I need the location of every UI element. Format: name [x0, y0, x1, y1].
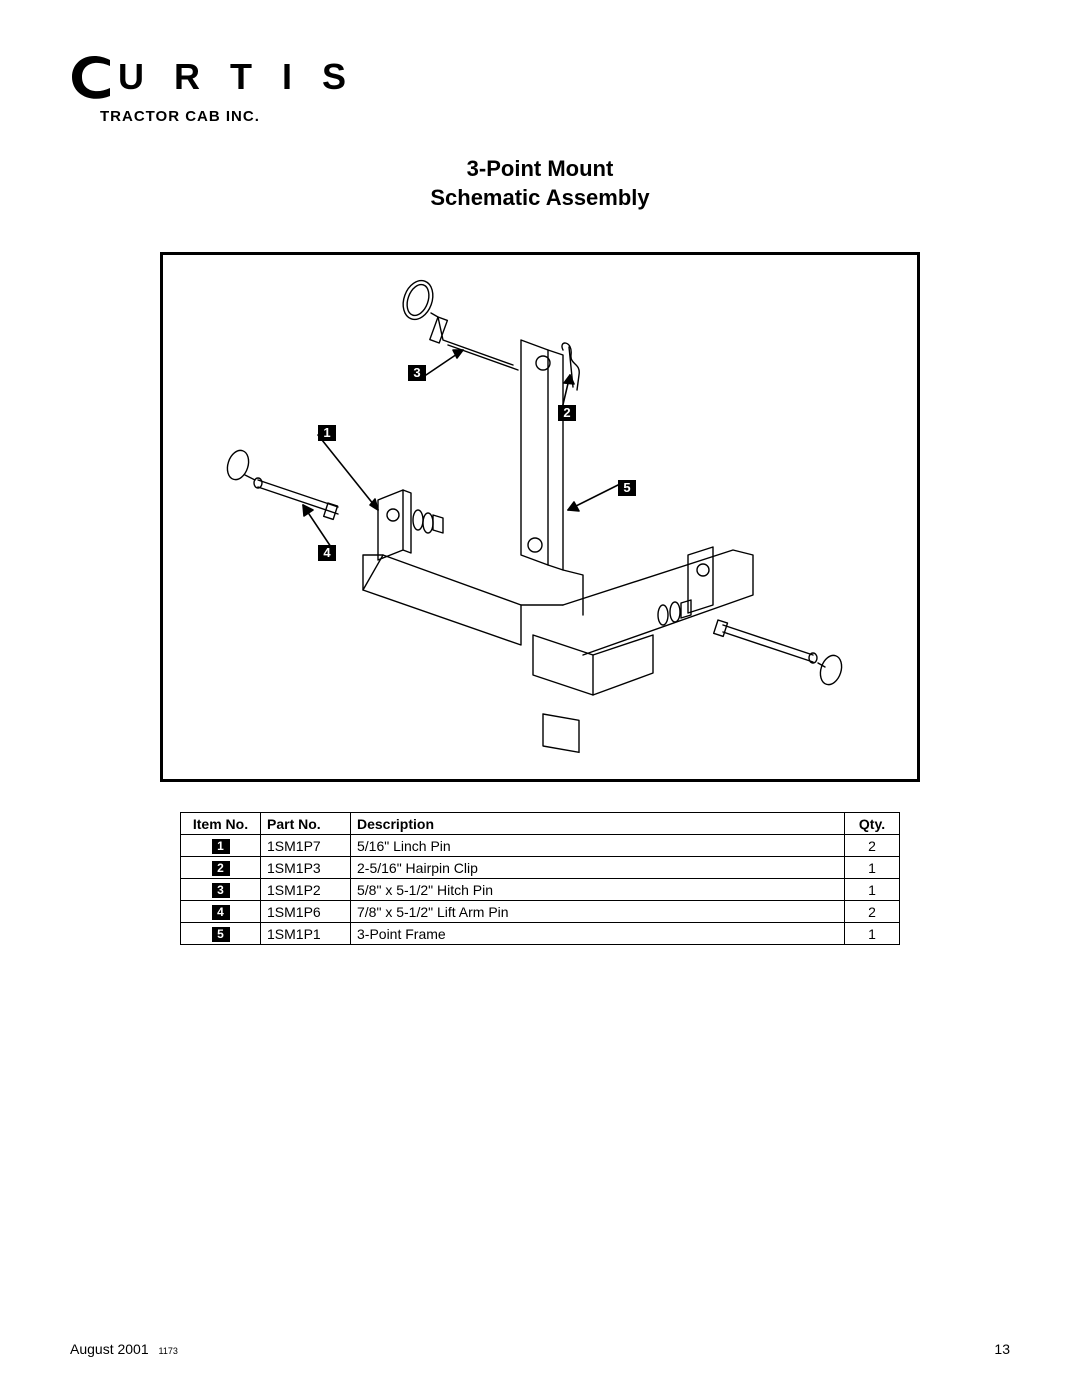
- title-line1: 3-Point Mount: [70, 155, 1010, 184]
- cell-desc: 5/8" x 5-1/2" Hitch Pin: [351, 879, 845, 901]
- item-badge: 3: [212, 883, 230, 898]
- table-row: 4 1SM1P6 7/8" x 5-1/2" Lift Arm Pin 2: [181, 901, 900, 923]
- footer-docno: 1173: [159, 1346, 178, 1356]
- cell-qty: 1: [845, 857, 900, 879]
- parts-table: Item No. Part No. Description Qty. 1 1SM…: [180, 812, 900, 945]
- table-header-row: Item No. Part No. Description Qty.: [181, 813, 900, 835]
- callout-4: 4: [318, 545, 336, 561]
- schematic-diagram: 1 2 3 4 5: [160, 252, 920, 782]
- logo-c-icon: [70, 50, 118, 104]
- logo-letters: U R T I S: [118, 56, 356, 98]
- footer-date: August 2001: [70, 1341, 149, 1357]
- page-footer: August 2001 1173 13: [70, 1341, 1010, 1357]
- callout-3: 3: [408, 365, 426, 381]
- cell-qty: 2: [845, 835, 900, 857]
- footer-page: 13: [994, 1341, 1010, 1357]
- assembly-drawing: [163, 255, 917, 779]
- page-title: 3-Point Mount Schematic Assembly: [70, 155, 1010, 212]
- item-badge: 4: [212, 905, 230, 920]
- cell-qty: 1: [845, 879, 900, 901]
- cell-part: 1SM1P2: [261, 879, 351, 901]
- table-row: 5 1SM1P1 3-Point Frame 1: [181, 923, 900, 945]
- cell-qty: 2: [845, 901, 900, 923]
- footer-left: August 2001 1173: [70, 1341, 178, 1357]
- title-line2: Schematic Assembly: [70, 184, 1010, 213]
- cell-desc: 7/8" x 5-1/2" Lift Arm Pin: [351, 901, 845, 923]
- header-qty: Qty.: [845, 813, 900, 835]
- callout-1: 1: [318, 425, 336, 441]
- header-item: Item No.: [181, 813, 261, 835]
- header-part: Part No.: [261, 813, 351, 835]
- cell-qty: 1: [845, 923, 900, 945]
- callout-2: 2: [558, 405, 576, 421]
- cell-part: 1SM1P3: [261, 857, 351, 879]
- item-badge: 5: [212, 927, 230, 942]
- cell-part: 1SM1P6: [261, 901, 351, 923]
- header-desc: Description: [351, 813, 845, 835]
- cell-desc: 3-Point Frame: [351, 923, 845, 945]
- item-badge: 2: [212, 861, 230, 876]
- table-row: 1 1SM1P7 5/16" Linch Pin 2: [181, 835, 900, 857]
- table-row: 2 1SM1P3 2-5/16" Hairpin Clip 1: [181, 857, 900, 879]
- table-row: 3 1SM1P2 5/8" x 5-1/2" Hitch Pin 1: [181, 879, 900, 901]
- cell-desc: 5/16" Linch Pin: [351, 835, 845, 857]
- logo-brand: U R T I S: [70, 50, 1010, 104]
- cell-part: 1SM1P7: [261, 835, 351, 857]
- logo-subtitle: TRACTOR CAB INC.: [100, 108, 1010, 125]
- callout-5: 5: [618, 480, 636, 496]
- item-badge: 1: [212, 839, 230, 854]
- company-logo: U R T I S TRACTOR CAB INC.: [70, 50, 1010, 125]
- cell-desc: 2-5/16" Hairpin Clip: [351, 857, 845, 879]
- cell-part: 1SM1P1: [261, 923, 351, 945]
